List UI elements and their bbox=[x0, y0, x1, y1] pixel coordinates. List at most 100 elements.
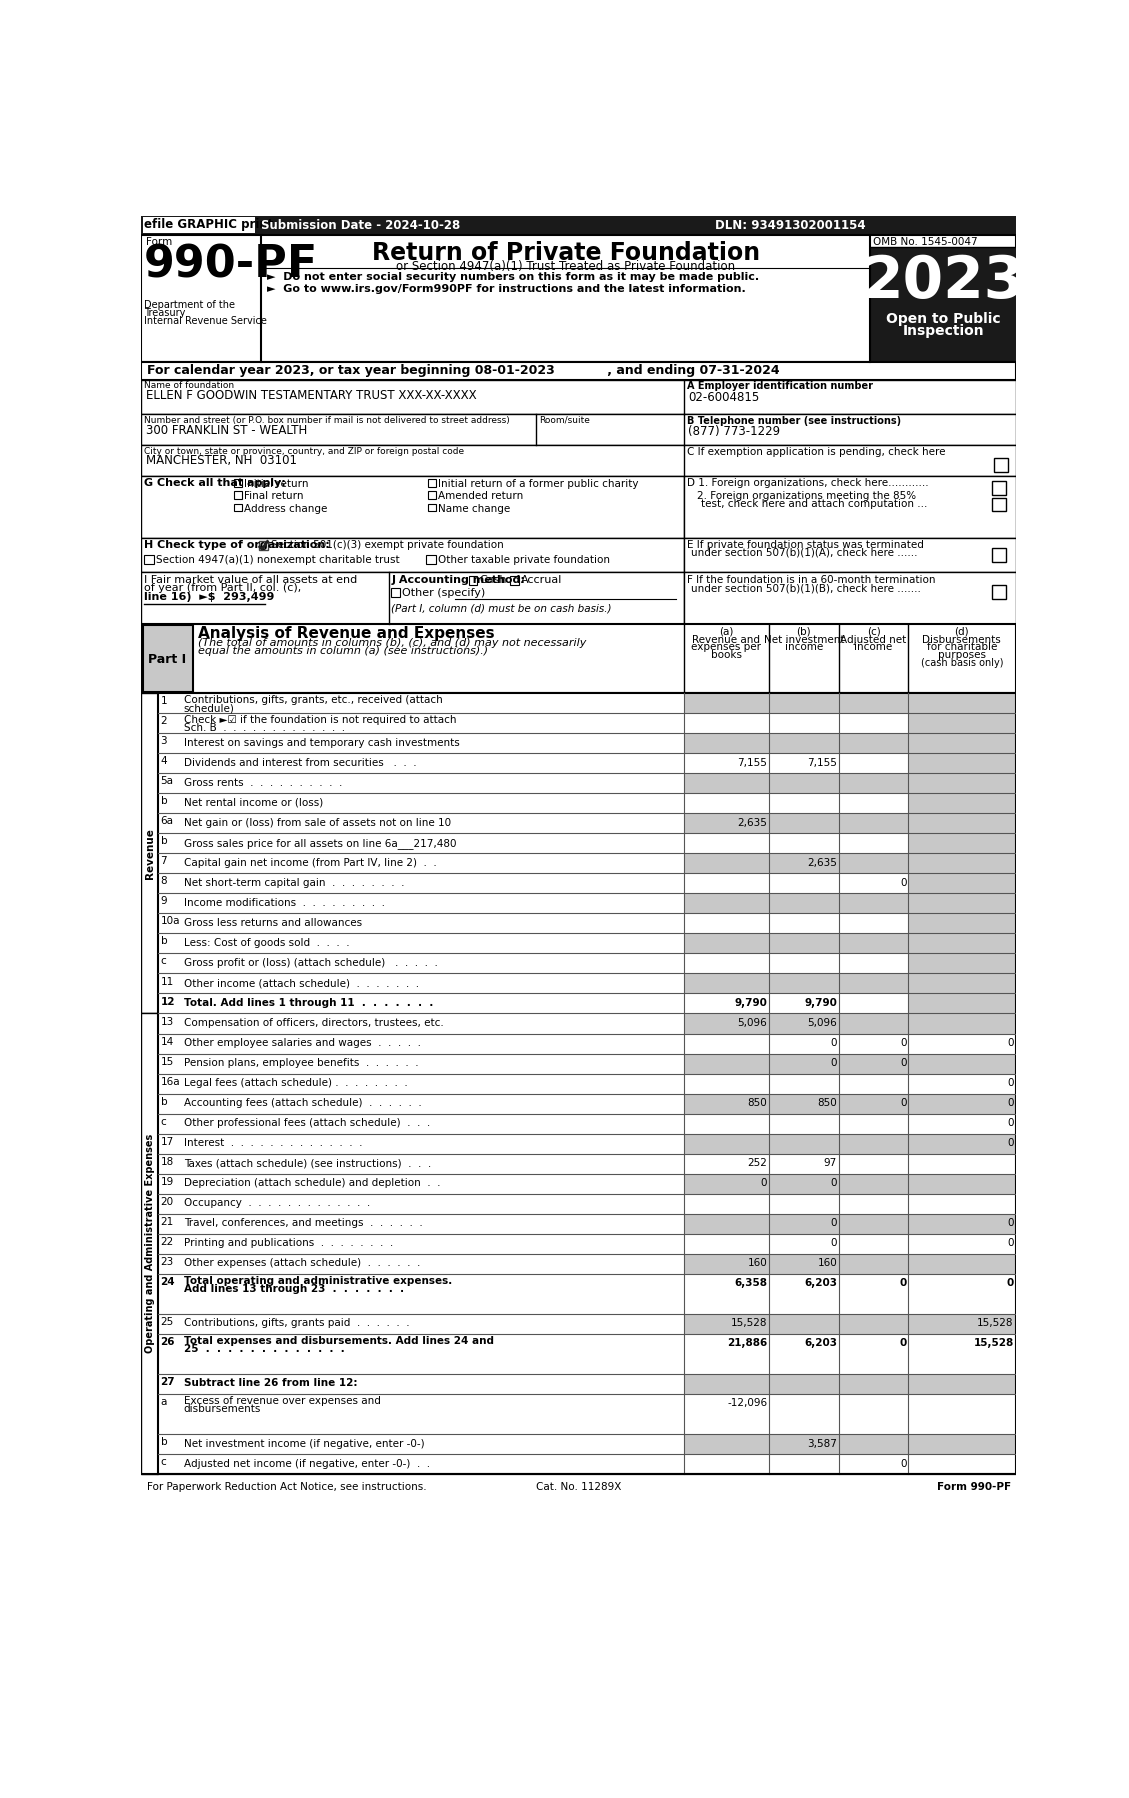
Bar bbox=[769, 854, 839, 874]
Text: 16a: 16a bbox=[160, 1077, 181, 1086]
Text: 0: 0 bbox=[831, 1037, 837, 1048]
Bar bbox=[769, 1334, 839, 1374]
Bar bbox=[684, 933, 769, 953]
Text: Revenue: Revenue bbox=[145, 827, 155, 879]
Bar bbox=[428, 503, 436, 511]
Bar bbox=[684, 1393, 769, 1433]
Text: Total. Add lines 1 through 11  .  .  .  .  .  .  .: Total. Add lines 1 through 11 . . . . . … bbox=[184, 998, 434, 1009]
Text: Number and street (or P.O. box number if mail is not delivered to street address: Number and street (or P.O. box number if… bbox=[145, 415, 510, 424]
Text: 15,528: 15,528 bbox=[978, 1318, 1014, 1329]
Text: Gross profit or (loss) (attach schedule)   .  .  .  .  .: Gross profit or (loss) (attach schedule)… bbox=[184, 958, 438, 967]
Text: H Check type of organization:: H Check type of organization: bbox=[145, 539, 330, 550]
Text: Analysis of Revenue and Expenses: Analysis of Revenue and Expenses bbox=[198, 626, 495, 642]
Bar bbox=[769, 1314, 839, 1334]
Bar bbox=[684, 813, 769, 832]
Bar bbox=[684, 694, 769, 714]
Text: Open to Public: Open to Public bbox=[886, 313, 1000, 325]
Bar bbox=[684, 1174, 769, 1194]
Text: J Accounting method:: J Accounting method: bbox=[392, 575, 525, 584]
Bar bbox=[769, 874, 839, 894]
Text: Cat. No. 11289X: Cat. No. 11289X bbox=[535, 1482, 621, 1492]
Bar bbox=[684, 1073, 769, 1093]
Text: Section 4947(a)(1) nonexempt charitable trust: Section 4947(a)(1) nonexempt charitable … bbox=[156, 554, 400, 565]
Text: 27: 27 bbox=[160, 1377, 175, 1386]
Bar bbox=[684, 1133, 769, 1154]
Text: Other employee salaries and wages  .  .  .  .  .: Other employee salaries and wages . . . … bbox=[184, 1037, 421, 1048]
Bar bbox=[839, 973, 909, 994]
Text: Contributions, gifts, grants, etc., received (attach: Contributions, gifts, grants, etc., rece… bbox=[184, 696, 443, 705]
Text: Cash: Cash bbox=[480, 575, 507, 586]
Bar bbox=[158, 854, 684, 874]
Bar bbox=[234, 503, 242, 511]
Bar bbox=[839, 1194, 909, 1214]
Text: Dividends and interest from securities   .  .  .: Dividends and interest from securities .… bbox=[184, 757, 417, 768]
Text: Add lines 13 through 23  .  .  .  .  .  .  .: Add lines 13 through 23 . . . . . . . bbox=[184, 1284, 404, 1295]
Bar bbox=[909, 1113, 1016, 1133]
Text: -12,096: -12,096 bbox=[727, 1399, 768, 1408]
Bar bbox=[992, 586, 1006, 599]
Text: Accrual: Accrual bbox=[520, 575, 562, 586]
Bar bbox=[769, 714, 839, 734]
Bar bbox=[909, 813, 1016, 832]
Bar bbox=[769, 953, 839, 973]
Bar bbox=[909, 753, 1016, 773]
Bar bbox=[158, 913, 684, 933]
Text: 6,203: 6,203 bbox=[804, 1278, 837, 1289]
Bar bbox=[158, 994, 684, 1014]
Bar bbox=[158, 933, 684, 953]
Bar bbox=[684, 538, 1016, 572]
Text: 97: 97 bbox=[824, 1158, 837, 1169]
Text: Name change: Name change bbox=[438, 503, 510, 514]
Bar bbox=[684, 832, 769, 854]
Bar bbox=[158, 973, 684, 994]
Text: Interest on savings and temporary cash investments: Interest on savings and temporary cash i… bbox=[184, 737, 460, 748]
Text: Final return: Final return bbox=[244, 491, 304, 502]
Text: 18: 18 bbox=[160, 1156, 174, 1167]
Bar bbox=[769, 832, 839, 854]
Text: 0: 0 bbox=[831, 1178, 837, 1188]
Text: Operating and Administrative Expenses: Operating and Administrative Expenses bbox=[145, 1135, 155, 1354]
Bar bbox=[839, 913, 909, 933]
Bar bbox=[839, 1334, 909, 1374]
Bar bbox=[158, 734, 684, 753]
Text: OMB No. 1545-0047: OMB No. 1545-0047 bbox=[873, 237, 978, 248]
Bar bbox=[684, 753, 769, 773]
Bar bbox=[684, 894, 769, 913]
Bar bbox=[839, 1253, 909, 1273]
Bar bbox=[839, 1113, 909, 1133]
Bar bbox=[158, 773, 684, 793]
Bar bbox=[769, 1273, 839, 1314]
Bar bbox=[909, 994, 1016, 1014]
Text: 15: 15 bbox=[160, 1057, 174, 1066]
Bar bbox=[158, 753, 684, 773]
Text: DLN: 93491302001154: DLN: 93491302001154 bbox=[715, 219, 865, 232]
Text: Treasury: Treasury bbox=[145, 307, 185, 318]
Bar bbox=[839, 1314, 909, 1334]
Text: Adjusted net: Adjusted net bbox=[840, 635, 907, 645]
Text: (Part I, column (d) must be on cash basis.): (Part I, column (d) must be on cash basi… bbox=[392, 602, 612, 613]
Bar bbox=[684, 773, 769, 793]
Text: Sch. B  .  .  .  .  .  .  .  .  .  .  .  .  .: Sch. B . . . . . . . . . . . . . bbox=[184, 723, 344, 734]
Bar bbox=[839, 1093, 909, 1113]
Text: Compensation of officers, directors, trustees, etc.: Compensation of officers, directors, tru… bbox=[184, 1018, 444, 1028]
Bar bbox=[839, 793, 909, 813]
Bar bbox=[142, 218, 255, 234]
Bar bbox=[769, 694, 839, 714]
Text: Travel, conferences, and meetings  .  .  .  .  .  .: Travel, conferences, and meetings . . . … bbox=[184, 1219, 422, 1228]
Bar bbox=[909, 1273, 1016, 1314]
Text: 25: 25 bbox=[160, 1316, 174, 1327]
Text: Total operating and administrative expenses.: Total operating and administrative expen… bbox=[184, 1277, 452, 1286]
Text: 24: 24 bbox=[160, 1277, 175, 1287]
Text: a: a bbox=[160, 1397, 167, 1408]
Text: A Employer identification number: A Employer identification number bbox=[686, 381, 873, 392]
Text: 160: 160 bbox=[747, 1259, 768, 1268]
Bar bbox=[769, 813, 839, 832]
Bar bbox=[158, 1314, 684, 1334]
Bar bbox=[259, 541, 269, 550]
Bar bbox=[909, 694, 1016, 714]
Text: 8: 8 bbox=[160, 876, 167, 886]
Bar bbox=[158, 714, 684, 734]
Text: under section 507(b)(1)(B), check here .......: under section 507(b)(1)(B), check here .… bbox=[691, 583, 920, 593]
Text: E If private foundation status was terminated: E If private foundation status was termi… bbox=[686, 539, 924, 550]
Bar bbox=[992, 480, 1006, 494]
